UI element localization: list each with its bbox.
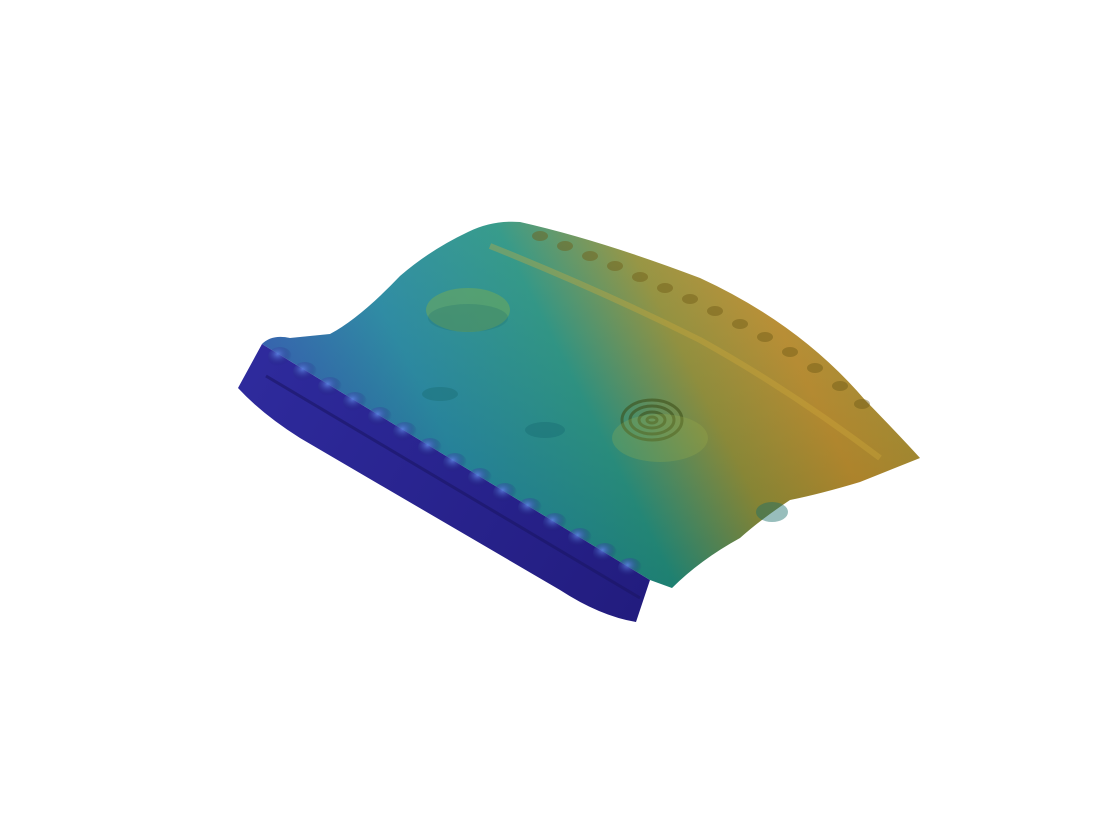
golden-ridge <box>488 243 882 461</box>
front-bump-row <box>268 347 642 578</box>
left-blob <box>426 288 510 332</box>
ring-feature <box>620 398 684 442</box>
back-bump-row <box>532 231 870 409</box>
front-groove <box>265 374 641 600</box>
right-edge-bump <box>756 502 788 522</box>
